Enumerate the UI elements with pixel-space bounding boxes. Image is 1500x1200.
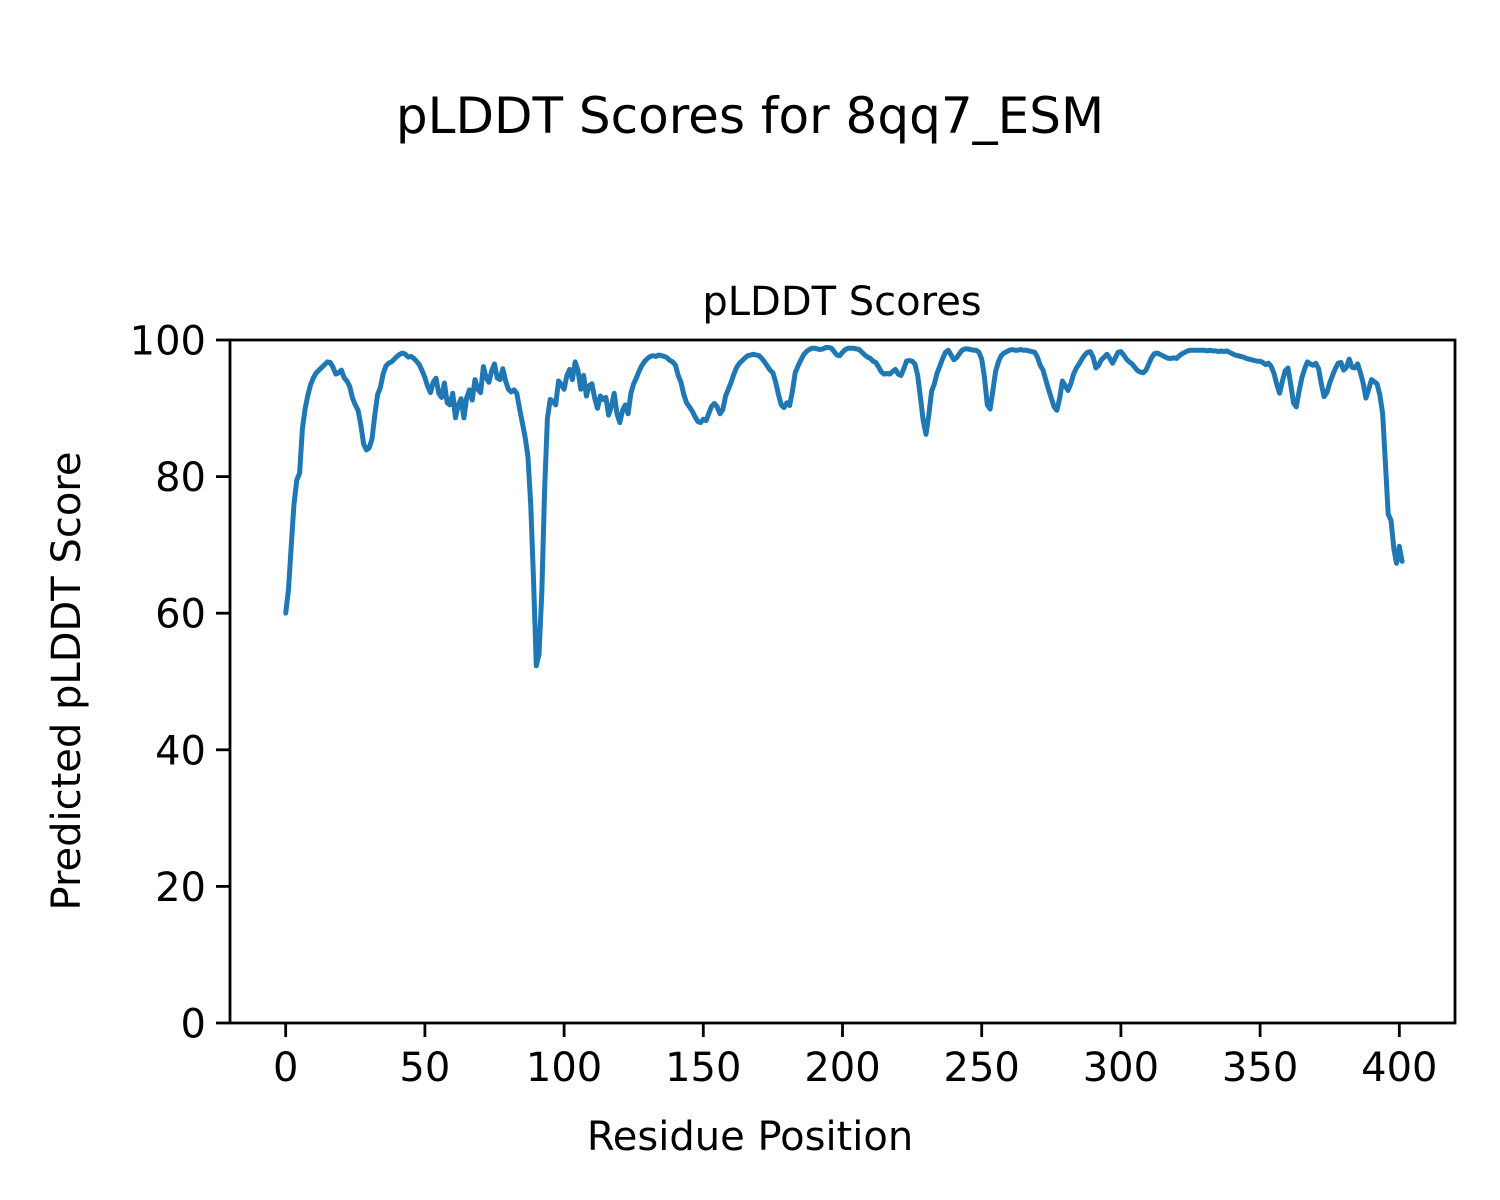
x-tick-label: 200 (804, 1045, 880, 1091)
y-axis-label: Predicted pLDDT Score (44, 452, 90, 911)
x-axis-ticks: 0 50 100 150 200 250 300 350 400 (273, 1023, 1437, 1091)
y-tick-label: 0 (181, 1002, 206, 1048)
y-tick-label: 100 (130, 319, 206, 365)
x-tick-label: 400 (1361, 1045, 1437, 1091)
axes-title: pLDDT Scores (702, 279, 981, 325)
x-tick-label: 350 (1222, 1045, 1298, 1091)
x-axis-label: Residue Position (587, 1114, 913, 1160)
y-tick-label: 60 (155, 592, 206, 638)
plddt-score-line (283, 345, 1405, 669)
y-tick-label: 40 (155, 728, 206, 774)
y-tick-label: 80 (155, 455, 206, 501)
y-tick-label: 20 (155, 865, 206, 911)
x-tick-label: 0 (273, 1045, 298, 1091)
x-tick-label: 300 (1083, 1045, 1159, 1091)
plot-area-border (228, 338, 1457, 1025)
figure-title: pLDDT Scores for 8qq7_ESM (396, 87, 1104, 145)
x-tick-label: 50 (399, 1045, 450, 1091)
x-tick-label: 150 (665, 1045, 741, 1091)
x-tick-label: 100 (526, 1045, 602, 1091)
x-tick-label: 250 (944, 1045, 1020, 1091)
y-axis-ticks: 0 20 40 60 80 100 (130, 319, 230, 1048)
